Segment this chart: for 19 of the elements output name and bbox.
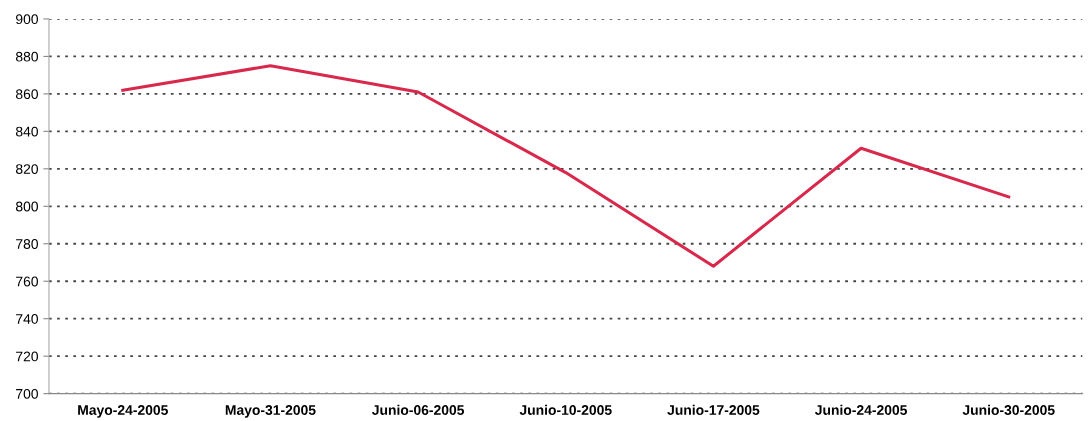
x-tick-label: Mayo-24-2005 (78, 405, 168, 418)
y-tick-label: 880 (15, 51, 38, 62)
y-tick-label: 780 (16, 239, 38, 249)
x-tick-label: Junio-24-2005 (814, 404, 908, 415)
y-tick-label: 860 (15, 89, 38, 100)
y-tick-label: 820 (15, 164, 38, 174)
y-tick-label: 900 (16, 14, 38, 25)
y-tick-label: 840 (15, 126, 38, 137)
y-tick-label: 740 (16, 314, 38, 324)
y-tick-label: 800 (15, 201, 38, 212)
x-tick-label: Junio-30-2005 (962, 404, 1055, 415)
x-tick-label: Junio-17-2005 (667, 404, 760, 415)
x-tick-label: Junio-06-2005 (372, 404, 465, 415)
y-tick-label: 700 (16, 388, 38, 399)
x-tick-label: Junio-10-2005 (519, 404, 612, 415)
x-tick-label: Mayo-31-2005 (225, 405, 316, 418)
y-tick-label: 760 (16, 276, 38, 287)
line-series (121, 64, 1011, 268)
y-tick-label: 720 (16, 351, 38, 362)
